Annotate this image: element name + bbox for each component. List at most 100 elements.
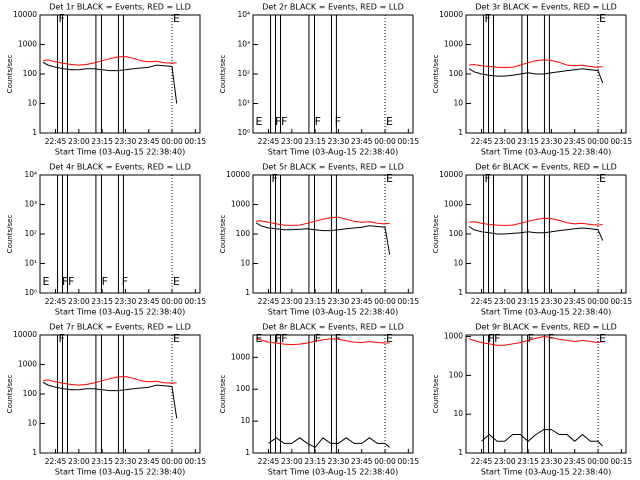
x-axis-label: Start Time (03-Aug-15 22:38:40) [268,308,399,317]
chart-title: Det 9r BLACK = Events, RED = LLD [475,323,617,332]
y-tick-label: 1000 [18,40,37,49]
y-axis-label: Counts/sec [219,215,227,254]
flag-label: E [256,332,263,345]
y-tick-label: 10² [237,69,250,78]
flag-label: E [256,115,263,128]
y-tick-label: 1 [458,288,463,297]
y-tick-label: 1 [245,288,250,297]
plot-area [42,335,178,453]
flag-label: F [548,332,554,345]
x-tick-label: 23:00 [68,297,90,306]
flag-label: F [62,275,68,288]
x-tick-label: 00:00 [587,297,609,306]
plot-frame [39,14,201,134]
x-tick-label: 00:00 [374,137,396,146]
y-tick-label: 10000 [226,170,250,179]
data-line [468,336,603,346]
data-line [42,61,178,104]
flag-label: F [485,12,491,25]
x-tick-label: 23:15 [91,137,113,146]
flag-label: E [43,275,50,288]
y-axis-label: Counts/sec [6,375,14,414]
y-tick-label: 10000 [439,170,463,179]
x-tick-label: 22:45 [258,137,280,146]
plot-frame [465,14,627,134]
data-line [468,226,604,241]
x-tick-label: 00:15 [611,137,633,146]
x-tick-label: 23:45 [351,137,373,146]
flag-label: F [281,332,287,345]
plot-area [57,175,173,293]
x-tick-label: 23:30 [328,457,350,466]
y-tick-label: 100 [449,370,464,379]
x-tick-label: 00:00 [374,457,396,466]
plot-area [468,335,604,453]
y-tick-label: 100 [236,229,251,238]
y-axis-label: Counts/sec [6,55,14,94]
x-tick-label: 22:45 [45,137,67,146]
data-line [43,56,177,66]
x-axis-label: Start Time (03-Aug-15 22:38:40) [481,308,612,317]
y-tick-label: 1 [32,128,37,137]
flag-label: F [275,332,281,345]
data-line [468,68,604,84]
x-tick-label: 23:15 [304,137,326,146]
x-tick-label: 00:00 [587,457,609,466]
flag-label: F [281,115,287,128]
chart-title: Det 3r BLACK = Events, RED = LLD [475,3,617,12]
x-tick-label: 23:30 [115,457,137,466]
x-tick-label: 00:15 [611,297,633,306]
plot-frame [252,334,414,454]
x-tick-label: 22:45 [471,457,493,466]
x-tick-label: 23:30 [541,137,563,146]
x-tick-label: 22:45 [45,297,67,306]
x-tick-label: 22:45 [471,297,493,306]
y-tick-label: 1000 [444,200,463,209]
data-line [469,59,603,69]
y-tick-label: 10 [240,259,250,268]
x-tick-label: 23:45 [138,297,160,306]
flag-label: E [173,275,180,288]
panel: Det 1r BLACK = Events, RED = LLD Start Ti… [6,3,206,157]
plot-frame [465,174,627,294]
data-line [42,381,178,419]
x-tick-label: 23:45 [138,137,160,146]
x-tick-label: 23:00 [68,137,90,146]
x-axis-label: Start Time (03-Aug-15 22:38:40) [55,468,186,477]
y-tick-label: 1 [458,128,463,137]
plot-area [270,15,386,133]
plot-area [42,15,178,133]
data-line [268,437,391,449]
x-tick-label: 23:15 [91,457,113,466]
y-tick-label: 100 [449,69,464,78]
x-tick-label: 23:15 [304,297,326,306]
y-tick-label: 100 [449,229,464,238]
y-tick-label: 10⁰ [24,288,37,297]
x-tick-label: 22:45 [258,297,280,306]
y-tick-label: 1000 [231,352,250,361]
flag-label: E [599,332,606,345]
panel: Det 8r BLACK = Events, RED = LLD Start Ti… [219,323,419,477]
y-tick-label: 10 [240,416,250,425]
flag-label: F [315,332,321,345]
plot-frame [39,174,201,294]
flag-label: E [599,172,606,185]
x-tick-label: 23:00 [494,297,516,306]
data-line [481,429,604,447]
panel: Det 5r BLACK = Events, RED = LLD Start Ti… [219,163,419,317]
x-tick-label: 00:15 [398,297,420,306]
chart-title: Det 6r BLACK = Events, RED = LLD [475,163,617,172]
x-tick-label: 23:45 [138,457,160,466]
plot-area [255,335,391,453]
x-tick-label: 00:00 [161,137,183,146]
x-tick-label: 23:30 [541,297,563,306]
flag-label: E [386,172,393,185]
x-tick-label: 22:45 [258,457,280,466]
x-axis-label: Start Time (03-Aug-15 22:38:40) [268,148,399,157]
chart-title: Det 1r BLACK = Events, RED = LLD [49,3,191,12]
panel: Det 6r BLACK = Events, RED = LLD Start Ti… [432,163,632,317]
x-tick-label: 22:45 [471,137,493,146]
flag-label: F [102,275,108,288]
y-tick-label: 1000 [18,360,37,369]
